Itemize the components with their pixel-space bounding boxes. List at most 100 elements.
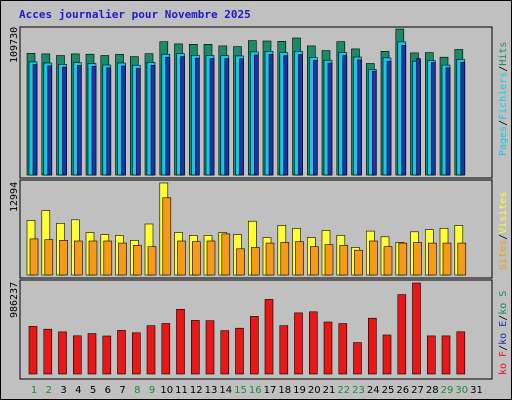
kb-bar-day-25 bbox=[382, 334, 392, 375]
day-label-1: 1 bbox=[31, 385, 37, 396]
day-label-10: 10 bbox=[160, 385, 173, 396]
panel-hits: 109730 Pages/Fichiers/Hits bbox=[9, 26, 509, 179]
day-label-28: 28 bbox=[426, 385, 439, 396]
kb-bar-day-6 bbox=[102, 335, 112, 375]
middle-legend-part-0: Sites bbox=[498, 240, 509, 270]
pages-bar-day-10 bbox=[165, 56, 171, 176]
day-label-14: 14 bbox=[219, 385, 232, 396]
day-labels: 1 2 3 4 5 6 7 8 9 10 11 12 13 14 15 16 17 18 19 20 21 22 23 24 2… bbox=[31, 385, 483, 396]
sites-bar-day-30 bbox=[457, 242, 467, 276]
pages-bar-day-22 bbox=[342, 55, 348, 176]
middle-legend-part-1: / bbox=[498, 234, 509, 240]
pages-bar-day-12 bbox=[195, 57, 200, 176]
pages-bar-day-7 bbox=[121, 65, 126, 176]
day-label-29: 29 bbox=[441, 385, 454, 396]
pages-bar-day-13 bbox=[209, 58, 215, 176]
sites-bar-day-29 bbox=[442, 242, 452, 276]
pages-bar-day-23 bbox=[357, 59, 362, 176]
hits-bars bbox=[26, 28, 466, 176]
visits-y-tick-label: 12994 bbox=[9, 182, 20, 212]
day-label-22: 22 bbox=[337, 385, 350, 396]
day-label-12: 12 bbox=[190, 385, 203, 396]
sites-bar-day-1 bbox=[29, 238, 39, 276]
pages-bar-day-15 bbox=[239, 58, 244, 176]
day-label-4: 4 bbox=[75, 385, 81, 396]
kb-bar-day-20 bbox=[308, 311, 318, 375]
day-label-5: 5 bbox=[90, 385, 96, 396]
kb-bar-day-17 bbox=[264, 299, 274, 375]
pages-bar-day-11 bbox=[180, 56, 185, 176]
pages-bar-day-6 bbox=[106, 67, 112, 176]
day-label-6: 6 bbox=[105, 385, 111, 396]
sites-bar-day-15 bbox=[236, 248, 245, 276]
sites-bar-day-6 bbox=[103, 240, 113, 276]
pages-bar-day-25 bbox=[386, 60, 392, 176]
sites-bar-day-8 bbox=[133, 245, 142, 276]
bottom-legend-part-3: / bbox=[498, 315, 509, 321]
day-label-19: 19 bbox=[293, 385, 306, 396]
sites-bar-day-16 bbox=[251, 247, 260, 276]
pages-bar-day-28 bbox=[430, 62, 436, 176]
pages-bar-day-4 bbox=[77, 65, 82, 176]
top-legend-part-1: / bbox=[498, 120, 509, 126]
kb-bar-day-19 bbox=[294, 312, 303, 375]
sites-bar-day-19 bbox=[295, 241, 304, 276]
kb-bar-day-28 bbox=[426, 335, 436, 375]
sites-bar-day-5 bbox=[88, 240, 98, 276]
top-legend-part-0: Pages bbox=[498, 126, 509, 156]
kb-legend: ko F/ko E/ko S bbox=[498, 291, 509, 375]
kb-bar-day-14 bbox=[220, 330, 230, 375]
middle-legend-part-2: Visites bbox=[498, 192, 509, 234]
kb-bar-day-7 bbox=[117, 330, 126, 375]
day-label-11: 11 bbox=[175, 385, 188, 396]
pages-bar-day-9 bbox=[150, 65, 156, 176]
pages-bar-day-20 bbox=[312, 60, 318, 176]
pages-bar-day-3 bbox=[62, 66, 67, 176]
kb-bar-day-13 bbox=[205, 320, 215, 375]
sites-bar-day-10 bbox=[162, 197, 172, 276]
day-label-30: 30 bbox=[455, 385, 468, 396]
hits-y-tick-label: 109730 bbox=[9, 27, 20, 63]
pages-bar-day-1 bbox=[32, 64, 38, 176]
kb-bar-day-5 bbox=[87, 333, 97, 375]
top-legend-part-4: Hits bbox=[498, 42, 509, 66]
day-label-25: 25 bbox=[382, 385, 395, 396]
kb-bar-day-11 bbox=[176, 308, 185, 375]
panel-kb: 986237 ko F/ko E/ko S bbox=[9, 279, 509, 380]
kb-bar-day-8 bbox=[132, 332, 141, 375]
panel-visits: 12994 Sites/Visites bbox=[9, 179, 509, 279]
sites-bar-day-28 bbox=[427, 242, 437, 276]
top-legend-part-3: / bbox=[498, 66, 509, 72]
day-label-2: 2 bbox=[46, 385, 52, 396]
kb-bar-day-22 bbox=[338, 323, 348, 375]
visits-bars bbox=[26, 182, 467, 276]
bottom-legend-part-2: ko E bbox=[498, 321, 509, 345]
day-label-21: 21 bbox=[323, 385, 336, 396]
day-label-27: 27 bbox=[411, 385, 424, 396]
kb-bar-day-21 bbox=[323, 321, 333, 375]
sites-bar-day-3 bbox=[59, 240, 68, 276]
day-label-31: 31 bbox=[470, 385, 483, 396]
day-label-13: 13 bbox=[205, 385, 218, 396]
pages-bar-day-16 bbox=[254, 54, 259, 176]
visits-legend: Sites/Visites bbox=[498, 192, 509, 270]
day-label-16: 16 bbox=[249, 385, 262, 396]
chart-title: Acces journalier pour Novembre 2025 bbox=[19, 8, 251, 21]
pages-bar-day-18 bbox=[283, 55, 289, 176]
kb-bar-day-12 bbox=[191, 320, 200, 375]
kb-bar-day-4 bbox=[73, 335, 82, 375]
kb-bar-day-2 bbox=[43, 328, 53, 375]
sites-bar-day-14 bbox=[221, 233, 231, 276]
pages-bar-day-5 bbox=[91, 66, 97, 176]
kb-bar-day-23 bbox=[353, 342, 362, 375]
sites-bar-day-25 bbox=[383, 246, 393, 276]
sites-bar-day-27 bbox=[413, 242, 422, 276]
kb-bar-day-9 bbox=[146, 325, 156, 375]
pages-bar-day-30 bbox=[460, 61, 466, 176]
bottom-legend-part-4: ko S bbox=[498, 291, 509, 315]
kb-bar-day-29 bbox=[441, 335, 451, 375]
bottom-legend-part-1: / bbox=[498, 345, 509, 351]
day-label-26: 26 bbox=[396, 385, 409, 396]
sites-bar-day-20 bbox=[309, 246, 319, 276]
